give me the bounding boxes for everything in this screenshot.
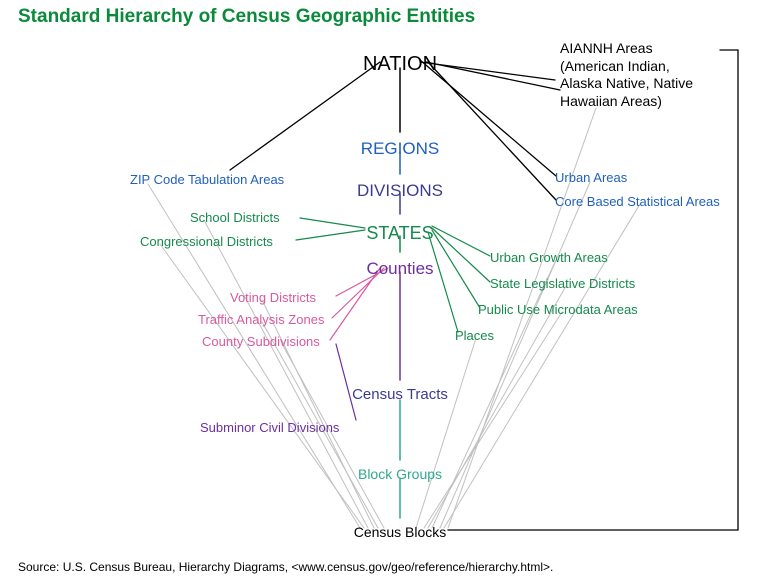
edge (424, 312, 562, 528)
node-census_tracts: Census Tracts (352, 386, 448, 405)
node-zip: ZIP Code Tabulation Areas (130, 172, 284, 188)
edge (432, 228, 490, 282)
node-cbsa: Core Based Statistical Areas (555, 194, 720, 210)
edge (432, 260, 556, 528)
edge (230, 62, 380, 170)
edge (428, 286, 566, 528)
edge (204, 220, 368, 528)
node-urban_growth: Urban Growth Areas (490, 250, 608, 266)
edge (432, 226, 490, 256)
node-puma: Public Use Microdata Areas (478, 302, 638, 318)
node-nation: NATION (363, 52, 437, 77)
node-counties: Counties (366, 258, 433, 279)
edge (420, 62, 555, 80)
node-sld: State Legislative Districts (490, 276, 635, 292)
node-block_groups: Block Groups (358, 466, 442, 484)
edge (440, 182, 590, 528)
node-states: STATES (366, 222, 433, 245)
edge (428, 232, 458, 332)
edge (296, 230, 365, 240)
node-subminor: Subminor Civil Divisions (200, 420, 339, 436)
edge (336, 344, 356, 420)
node-voting: Voting Districts (230, 290, 316, 306)
node-places: Places (455, 328, 494, 344)
page-title: Standard Hierarchy of Census Geographic … (18, 6, 475, 28)
node-aiannh: AIANNH Areas (American Indian, Alaska Na… (560, 40, 693, 110)
node-taz: Traffic Analysis Zones (198, 312, 324, 328)
source-citation: Source: U.S. Census Bureau, Hierarchy Di… (18, 560, 553, 574)
node-census_blocks: Census Blocks (354, 524, 447, 542)
node-county_sub: County Subdivisions (202, 334, 320, 350)
edge (420, 60, 556, 176)
node-congress: Congressional Districts (140, 234, 273, 250)
edge (416, 338, 476, 528)
edge (428, 62, 556, 200)
node-school: School Districts (190, 210, 280, 226)
node-divisions: DIVISIONS (357, 180, 443, 201)
edge (160, 244, 364, 528)
node-urban: Urban Areas (555, 170, 627, 186)
edge (426, 62, 560, 90)
edge (432, 230, 480, 308)
edge (300, 218, 365, 228)
node-regions: REGIONS (361, 138, 439, 159)
diagram-stage: Standard Hierarchy of Census Geographic … (0, 0, 780, 582)
